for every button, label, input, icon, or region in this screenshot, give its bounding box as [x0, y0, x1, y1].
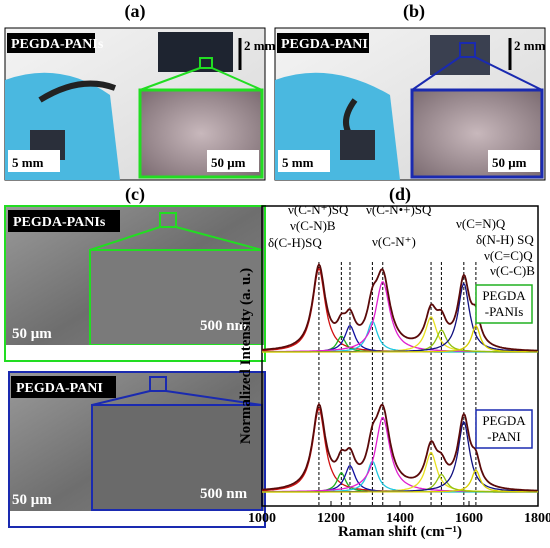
scale-label: 50 μm [211, 155, 246, 170]
sample-label: PEGDA-PANIs [11, 37, 104, 52]
legend-box [475, 284, 533, 324]
peak-fit [262, 324, 538, 353]
peak-label: ν(C-N⁺) [372, 234, 416, 249]
peak-label: ν(C-C)B [490, 263, 535, 278]
x-axis-label: Raman shift (cm⁻¹) [338, 524, 462, 540]
panel-label: (c) [125, 184, 145, 205]
spectrum [261, 262, 538, 352]
scale-label: 2 mm [244, 38, 276, 53]
x-tick-label: 1000 [248, 511, 276, 526]
photo-panel [4, 27, 266, 181]
scale-label: 500 nm [200, 486, 248, 502]
peak-label: ν(C-N•+)SQ [366, 202, 432, 217]
scale-label: 50 μm [12, 492, 52, 508]
scale-label: 50 μm [492, 155, 527, 170]
sem-panel [4, 205, 266, 528]
panel-label: (b) [403, 1, 425, 22]
scale-label: 50 μm [12, 326, 52, 342]
spectrum [261, 402, 538, 492]
peak-label: δ(N-H) SQ [476, 232, 534, 247]
peak-label: ν(C-N⁺)SQ [288, 202, 349, 217]
scale-label: 500 nm [200, 318, 248, 334]
peak-label: ν(C=N)Q [456, 216, 506, 231]
panel-label: (a) [125, 1, 146, 22]
legend-label: -PANIPEGDA-PANI [487, 429, 520, 444]
x-tick-label: 1200 [317, 511, 345, 526]
legend-label: PEGDA [482, 413, 526, 428]
scale-label: 5 mm [12, 155, 44, 170]
y-axis-label: Normalized Intensity (a. u.) [238, 268, 254, 444]
peak-fit [262, 469, 538, 493]
scale-label: 5 mm [282, 155, 314, 170]
peak-label: ν(C-N)B [290, 218, 336, 233]
legend-box [475, 409, 533, 449]
x-tick-label: 1800 [524, 511, 550, 526]
photo-panel [274, 27, 546, 181]
legend-label: PEGDA [482, 288, 526, 303]
x-tick-label: 1400 [386, 511, 414, 526]
x-tick-label: 1600 [455, 511, 483, 526]
sample-label: PEGDA-PANIs [13, 215, 106, 230]
peak-label: δ(C-H)SQ [268, 235, 322, 250]
peak-label: ν(C=C)Q [484, 248, 533, 263]
scale-label: 2 mm [514, 38, 546, 53]
sample-label: PEGDA-PANI [281, 37, 368, 52]
panel-label: (d) [389, 184, 411, 205]
sample-label: PEGDA-PANI [16, 381, 103, 396]
